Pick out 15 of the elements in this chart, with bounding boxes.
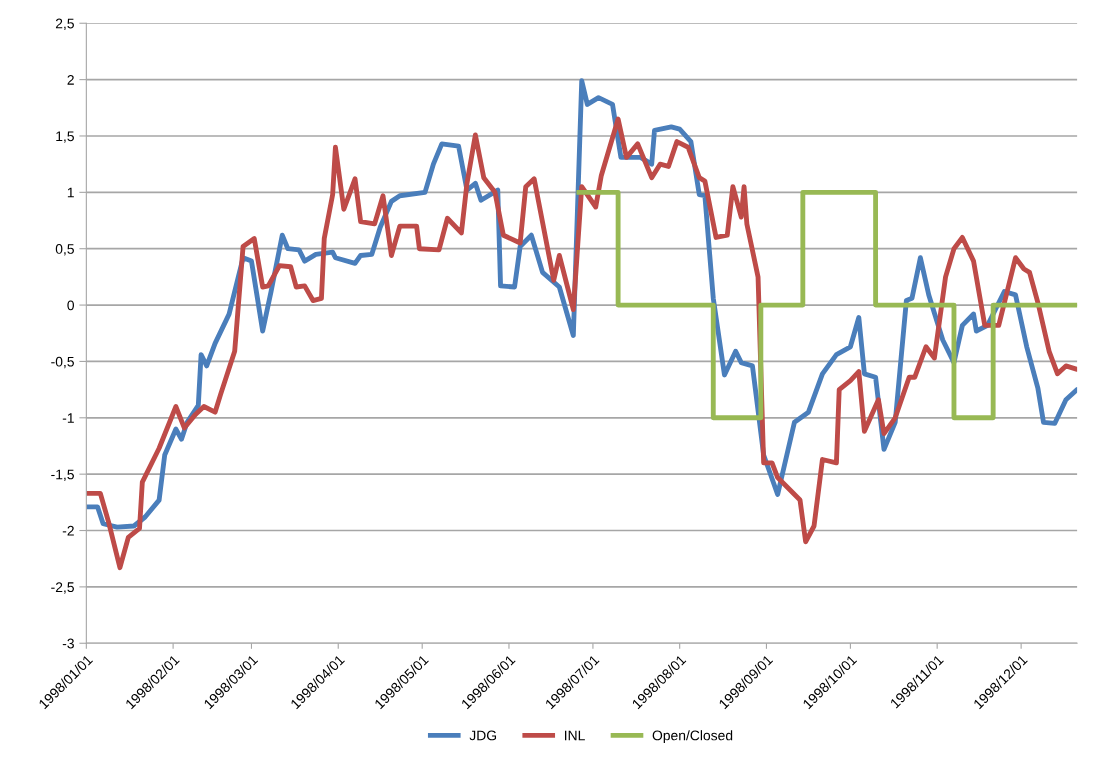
y-tick-label: -0,5 <box>51 356 74 369</box>
y-tick-label: 1 <box>67 187 74 198</box>
y-tick-label: -1,5 <box>51 469 74 481</box>
y-tick-label: -1 <box>62 413 74 423</box>
y-tick-label: -2,5 <box>51 582 74 594</box>
y-tick-label: 0,5 <box>55 244 74 256</box>
legend-label: Open/Closed <box>652 730 733 744</box>
y-tick-label: -3 <box>62 638 74 649</box>
y-tick-label: 1,5 <box>56 131 74 143</box>
y-tick-label: -2 <box>62 525 74 536</box>
legend-label: INL <box>565 730 585 741</box>
legend-label: JDG <box>469 730 497 741</box>
y-tick-label: 2 <box>67 74 74 85</box>
y-tick-label: 2,5 <box>55 18 74 31</box>
y-tick-label: 0 <box>67 300 74 311</box>
